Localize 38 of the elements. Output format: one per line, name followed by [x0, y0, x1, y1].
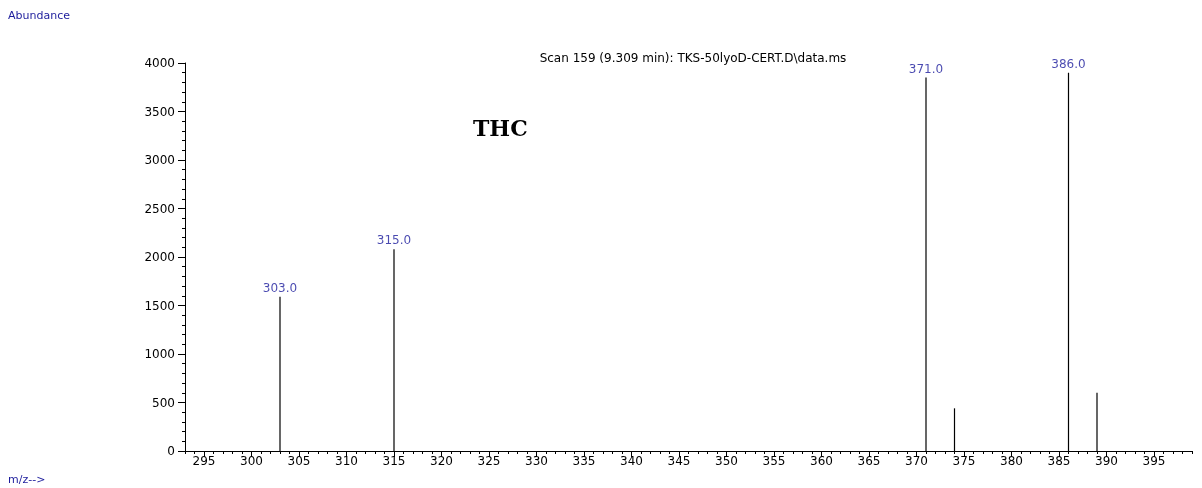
y-tick-label: 2500: [144, 201, 175, 216]
x-tick-label: 345: [667, 454, 691, 468]
x-tick-label: 380: [1000, 454, 1023, 468]
y-tick-label: 2000: [144, 250, 175, 264]
chart-title: Scan 159 (9.309 min): TKS-50lyoD-CERT.D\data.ms: [539, 51, 847, 65]
x-tick-label: 370: [905, 454, 928, 468]
y-tick-label: 3000: [144, 153, 175, 167]
x-tick-label: 310: [335, 454, 358, 468]
x-tick-label: 390: [1095, 454, 1118, 468]
x-tick-label: 355: [762, 454, 786, 468]
x-tick-label: 305: [287, 454, 311, 468]
x-tick-label: 295: [192, 454, 216, 468]
text: Abundance: [8, 9, 71, 22]
x-tick-label: 395: [1142, 454, 1166, 468]
y-tick-label: 3500: [144, 104, 175, 119]
annotation: 315.0: [376, 233, 412, 248]
x-tick-label: 325: [477, 454, 501, 468]
x-tick-label: 335: [572, 454, 596, 468]
annotation: 386.0: [1051, 56, 1086, 71]
annotation: 303.0: [262, 280, 298, 295]
text: m/z-->: [8, 473, 46, 486]
annotation: 371.0: [908, 61, 944, 76]
x-tick-label: 360: [810, 454, 833, 468]
x-tick-label: 375: [952, 454, 976, 468]
x-tick-label: 300: [240, 454, 263, 468]
x-tick-label: 340: [620, 454, 643, 468]
x-tick-label: 320: [430, 454, 453, 468]
y-tick-label: 1500: [144, 298, 175, 313]
annotation: THC: [473, 115, 528, 141]
y-tick-label: 0: [167, 444, 175, 458]
x-tick-label: 385: [1047, 454, 1071, 468]
x-tick-label: 330: [525, 454, 548, 468]
x-tick-label: 315: [382, 454, 406, 468]
x-tick-label: 350: [715, 454, 738, 468]
y-tick-label: 4000: [144, 56, 175, 70]
x-tick-label: 365: [857, 454, 881, 468]
y-tick-label: 500: [152, 395, 175, 410]
y-tick-label: 1000: [144, 347, 175, 361]
